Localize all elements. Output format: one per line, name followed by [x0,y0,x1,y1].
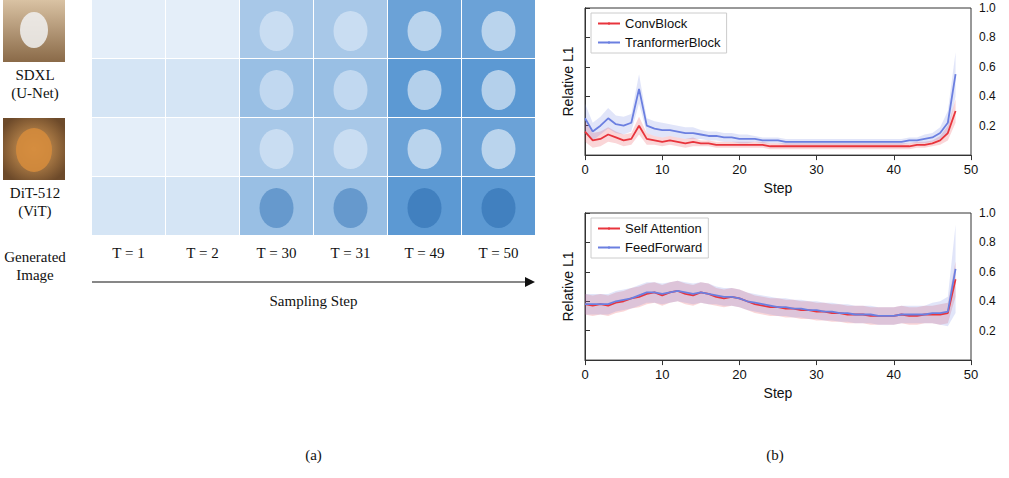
svg-text:TranformerBlock: TranformerBlock [625,35,721,50]
svg-text:0.4: 0.4 [979,89,996,103]
svg-text:0.6: 0.6 [979,60,996,74]
svg-text:0: 0 [581,162,588,177]
svg-text:Relative L1: Relative L1 [560,251,576,321]
svg-text:1.0: 1.0 [979,206,996,220]
svg-text:ConvBlock: ConvBlock [625,16,688,31]
svg-text:0.8: 0.8 [979,30,996,44]
svg-text:10: 10 [655,162,669,177]
svg-text:50: 50 [964,162,978,177]
svg-text:0.4: 0.4 [979,294,996,308]
svg-text:1.0: 1.0 [979,1,996,15]
html-text:SDXL: SDXL [15,67,55,83]
svg-text:30: 30 [809,162,823,177]
svg-text:10: 10 [655,367,669,382]
svg-text:Self Attention: Self Attention [625,221,702,236]
svg-text:0.6: 0.6 [979,265,996,279]
html-text:(U-Net): (U-Net) [11,85,59,101]
svg-text:0: 0 [581,367,588,382]
svg-text:Relative L1: Relative L1 [560,46,576,116]
svg-text:0.2: 0.2 [979,324,996,338]
html-text:DiT-512: DiT-512 [9,185,61,201]
html-text:Generated Image: Generated Image [4,249,66,283]
svg-text:Step: Step [764,180,793,196]
html-text:T = 1: T = 1 [112,245,145,261]
svg-text:Step: Step [764,385,793,401]
svg-text:40: 40 [887,162,901,177]
svg-text:30: 30 [809,367,823,382]
html-text:(b): (b) [766,447,784,463]
html-text:T = 50: T = 50 [478,245,519,261]
svg-text:FeedForward: FeedForward [625,240,702,255]
html-text:Sampling Step: Sampling Step [269,293,358,309]
svg-text:20: 20 [732,162,746,177]
svg-text:0.2: 0.2 [979,119,996,133]
svg-text:20: 20 [732,367,746,382]
html-text:(ViT): (ViT) [18,203,52,219]
html-text:(a): (a) [305,447,322,463]
svg-text:40: 40 [887,367,901,382]
html-text:T = 30: T = 30 [256,245,297,261]
html-text:T = 49: T = 49 [404,245,445,261]
html-text:T = 31: T = 31 [330,245,371,261]
svg-text:50: 50 [964,367,978,382]
svg-text:0.8: 0.8 [979,235,996,249]
html-text:T = 2: T = 2 [186,245,219,261]
